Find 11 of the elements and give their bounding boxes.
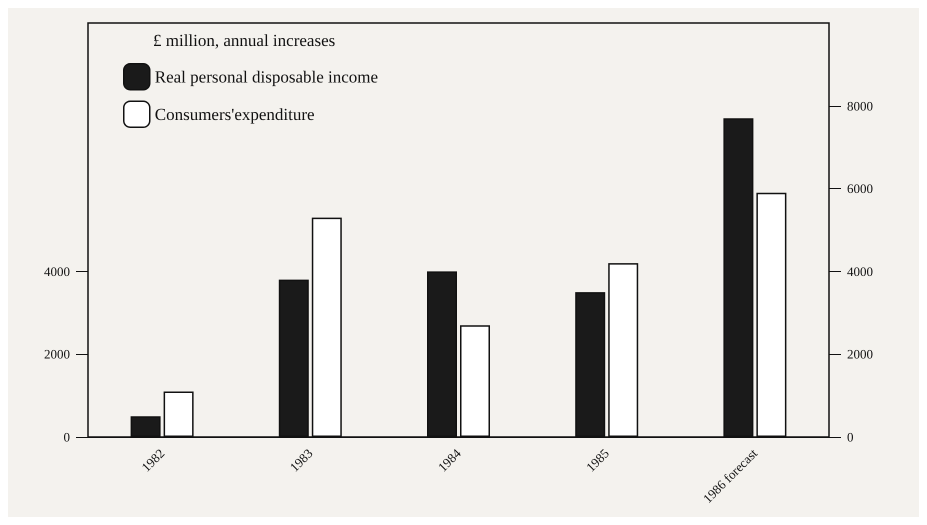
y2-tick-label: 6000 — [847, 181, 873, 196]
y2-tick-label: 8000 — [847, 98, 873, 114]
y2-tick-label: 4000 — [847, 264, 873, 279]
legend-label: Consumers'expenditure — [154, 104, 315, 124]
y2-tick-label: 0 — [847, 430, 854, 444]
y-tick-label: 2000 — [44, 346, 70, 362]
legend-title: £ million, annual increases — [153, 31, 336, 50]
y2-tick-label: 2000 — [847, 346, 873, 362]
y-tick-label: 4000 — [44, 264, 70, 279]
y-tick-label: 0 — [64, 430, 70, 444]
legend-label: Real personal disposable income — [154, 67, 378, 86]
